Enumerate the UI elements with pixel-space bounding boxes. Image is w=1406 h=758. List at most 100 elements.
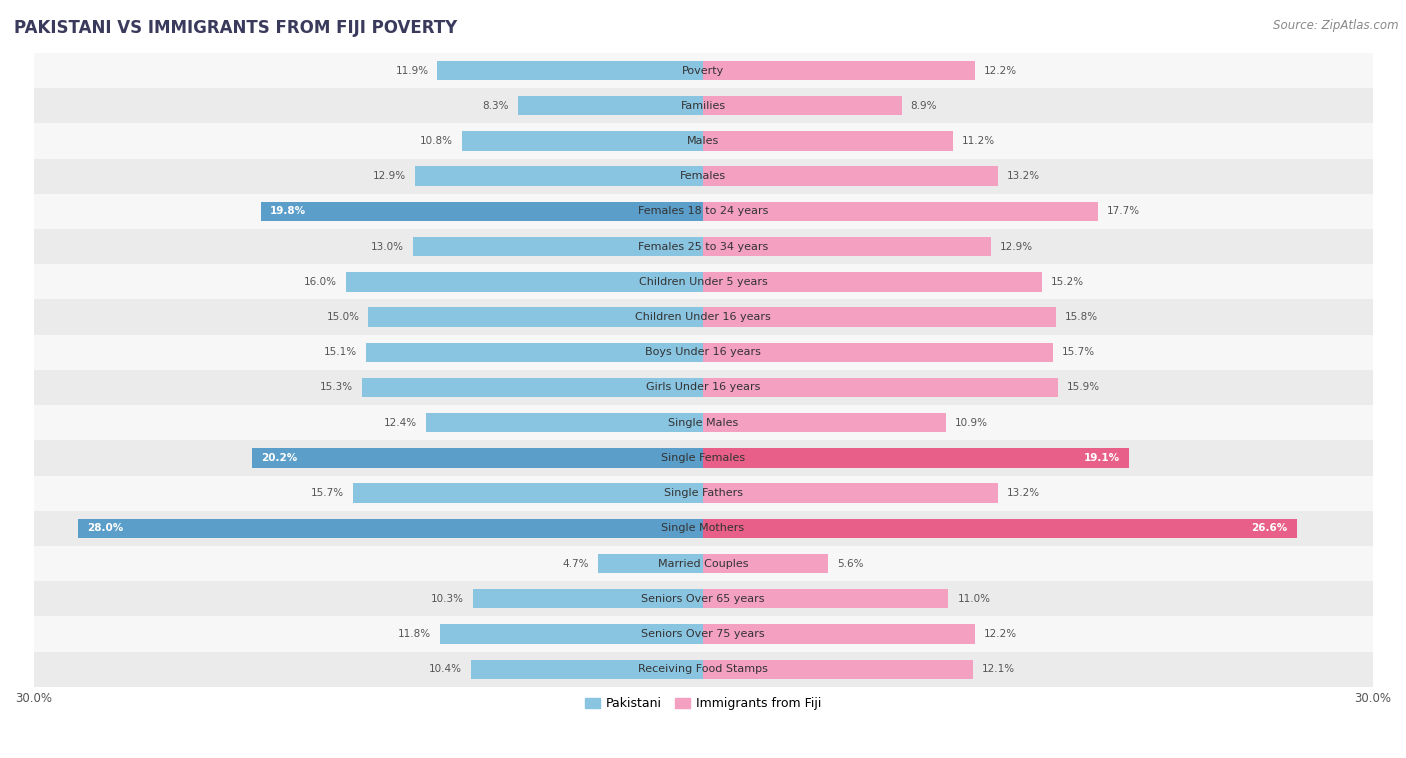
Bar — [34, 158, 1372, 194]
Bar — [353, 484, 703, 503]
Bar — [703, 237, 991, 256]
Bar — [426, 413, 703, 432]
Text: Single Mothers: Single Mothers — [661, 523, 745, 534]
Text: 12.9%: 12.9% — [1000, 242, 1033, 252]
Text: Children Under 5 years: Children Under 5 years — [638, 277, 768, 287]
Bar — [34, 334, 1372, 370]
Bar — [34, 265, 1372, 299]
Text: Single Fathers: Single Fathers — [664, 488, 742, 498]
Text: Females: Females — [681, 171, 725, 181]
Bar — [34, 440, 1372, 475]
Bar — [34, 475, 1372, 511]
Text: 15.7%: 15.7% — [1063, 347, 1095, 357]
Text: Single Females: Single Females — [661, 453, 745, 463]
Text: 12.1%: 12.1% — [981, 664, 1015, 674]
Bar — [703, 202, 1098, 221]
Bar — [703, 413, 946, 432]
Bar — [34, 53, 1372, 88]
Bar — [703, 554, 828, 573]
Bar — [34, 616, 1372, 652]
Bar — [34, 405, 1372, 440]
Bar — [368, 307, 703, 327]
Text: Seniors Over 75 years: Seniors Over 75 years — [641, 629, 765, 639]
Text: Single Males: Single Males — [668, 418, 738, 428]
Bar — [703, 167, 998, 186]
Text: 15.8%: 15.8% — [1064, 312, 1098, 322]
Text: 12.9%: 12.9% — [373, 171, 406, 181]
Text: Families: Families — [681, 101, 725, 111]
Bar — [703, 377, 1057, 397]
Text: 19.8%: 19.8% — [270, 206, 307, 216]
Bar — [34, 88, 1372, 124]
Text: 19.1%: 19.1% — [1084, 453, 1121, 463]
Bar — [474, 589, 703, 609]
Text: 10.8%: 10.8% — [420, 136, 453, 146]
Bar — [703, 272, 1042, 292]
Bar — [34, 581, 1372, 616]
Text: 28.0%: 28.0% — [87, 523, 124, 534]
Bar — [703, 96, 901, 115]
Bar — [703, 343, 1053, 362]
Text: 15.2%: 15.2% — [1052, 277, 1084, 287]
Text: 10.9%: 10.9% — [955, 418, 988, 428]
Text: 13.0%: 13.0% — [371, 242, 404, 252]
Bar — [361, 377, 703, 397]
Text: Males: Males — [688, 136, 718, 146]
Text: Poverty: Poverty — [682, 65, 724, 76]
Text: 15.1%: 15.1% — [323, 347, 357, 357]
Legend: Pakistani, Immigrants from Fiji: Pakistani, Immigrants from Fiji — [579, 693, 827, 716]
Bar — [34, 370, 1372, 405]
Text: 5.6%: 5.6% — [837, 559, 863, 568]
Text: 12.2%: 12.2% — [984, 629, 1018, 639]
Bar — [252, 448, 703, 468]
Text: Females 25 to 34 years: Females 25 to 34 years — [638, 242, 768, 252]
Bar — [703, 659, 973, 679]
Bar — [703, 625, 976, 644]
Text: Females 18 to 24 years: Females 18 to 24 years — [638, 206, 768, 216]
Text: 15.7%: 15.7% — [311, 488, 343, 498]
Bar — [703, 518, 1296, 538]
Bar — [34, 511, 1372, 546]
Bar — [79, 518, 703, 538]
Bar — [703, 589, 949, 609]
Text: 16.0%: 16.0% — [304, 277, 337, 287]
Text: 12.2%: 12.2% — [984, 65, 1018, 76]
Text: 15.3%: 15.3% — [319, 383, 353, 393]
Bar — [471, 659, 703, 679]
Text: 13.2%: 13.2% — [1007, 488, 1039, 498]
Bar — [517, 96, 703, 115]
Text: 8.3%: 8.3% — [482, 101, 509, 111]
Bar — [346, 272, 703, 292]
Bar — [34, 124, 1372, 158]
Text: 11.8%: 11.8% — [398, 629, 430, 639]
Text: 20.2%: 20.2% — [262, 453, 298, 463]
Text: Seniors Over 65 years: Seniors Over 65 years — [641, 594, 765, 604]
Bar — [440, 625, 703, 644]
Text: PAKISTANI VS IMMIGRANTS FROM FIJI POVERTY: PAKISTANI VS IMMIGRANTS FROM FIJI POVERT… — [14, 19, 457, 37]
Bar — [34, 229, 1372, 265]
Text: 17.7%: 17.7% — [1107, 206, 1140, 216]
Bar — [262, 202, 703, 221]
Text: Girls Under 16 years: Girls Under 16 years — [645, 383, 761, 393]
Text: 15.0%: 15.0% — [326, 312, 360, 322]
Text: Receiving Food Stamps: Receiving Food Stamps — [638, 664, 768, 674]
Bar — [34, 299, 1372, 334]
Bar — [366, 343, 703, 362]
Text: 26.6%: 26.6% — [1251, 523, 1288, 534]
Bar — [703, 131, 953, 151]
Text: 11.0%: 11.0% — [957, 594, 990, 604]
Text: Boys Under 16 years: Boys Under 16 years — [645, 347, 761, 357]
Text: 11.9%: 11.9% — [395, 65, 429, 76]
Text: Source: ZipAtlas.com: Source: ZipAtlas.com — [1274, 19, 1399, 32]
Text: 13.2%: 13.2% — [1007, 171, 1039, 181]
Bar — [703, 307, 1056, 327]
Bar — [703, 61, 976, 80]
Bar — [437, 61, 703, 80]
Text: Married Couples: Married Couples — [658, 559, 748, 568]
Text: 15.9%: 15.9% — [1067, 383, 1099, 393]
Bar — [34, 652, 1372, 687]
Bar — [415, 167, 703, 186]
Bar — [703, 484, 998, 503]
Text: 10.4%: 10.4% — [429, 664, 463, 674]
Text: 8.9%: 8.9% — [911, 101, 936, 111]
